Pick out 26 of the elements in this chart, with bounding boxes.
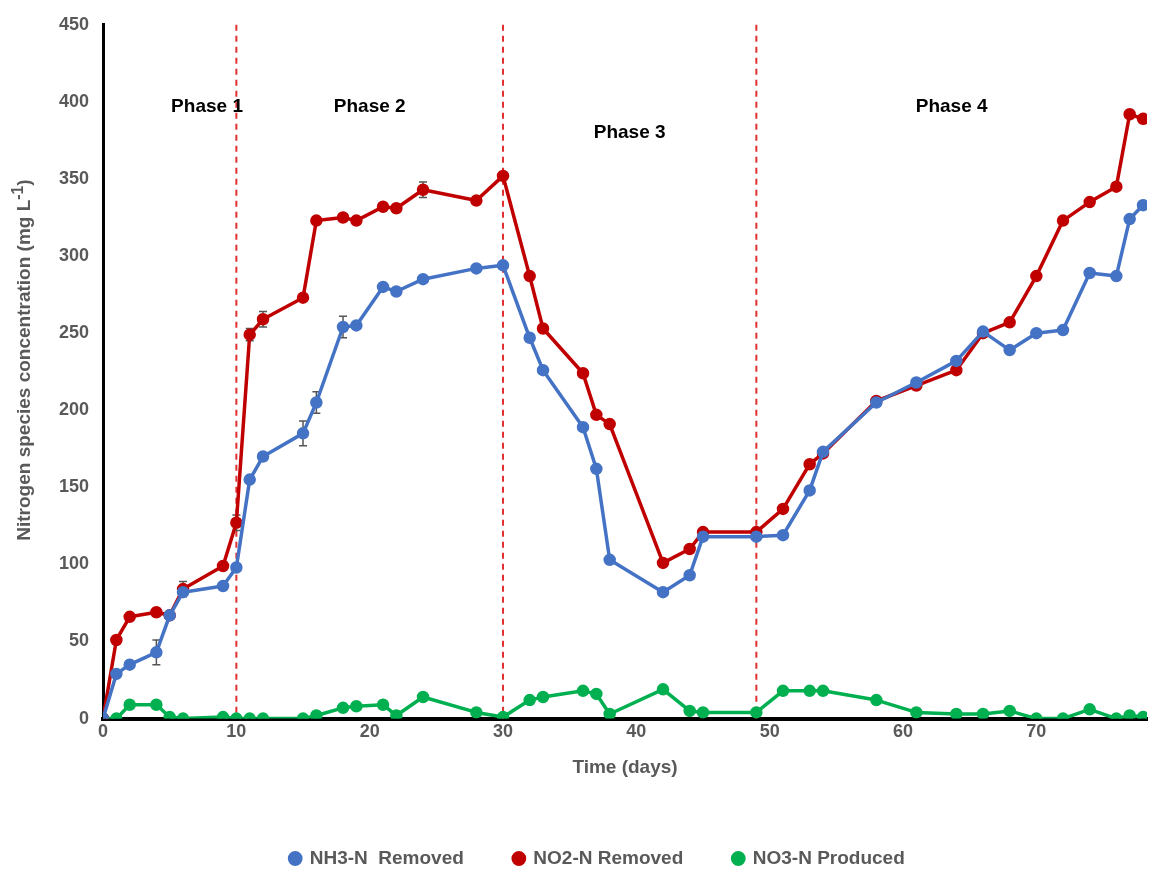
y-tick-label: 50 <box>69 630 90 651</box>
x-tick-label: 30 <box>493 721 514 742</box>
y-tick-label: 100 <box>58 553 90 574</box>
y-tick-label: 450 <box>58 13 90 34</box>
annotation: Phase 2 <box>333 95 406 117</box>
y-tick-label: 200 <box>58 399 90 420</box>
annotation: Phase 4 <box>915 95 989 117</box>
annotation: Phase 1 <box>171 95 244 117</box>
legend-label: NO3-N Produced <box>752 846 905 868</box>
x-tick-label: 10 <box>226 721 247 742</box>
y-tick-label: 150 <box>58 476 90 497</box>
y-tick-label: 250 <box>58 322 90 343</box>
x-tick-label: 40 <box>626 721 647 742</box>
y-tick-label: 350 <box>58 167 90 188</box>
x-tick-label: 60 <box>892 721 914 742</box>
x-tick-label: 0 <box>98 721 109 742</box>
x-tick-label: 20 <box>359 721 380 742</box>
legend-label: NO2-N Removed <box>533 846 684 868</box>
legend-label: NH3-N Removed <box>309 846 464 868</box>
y-tick-label: 400 <box>58 90 90 111</box>
y-tick-label: 0 <box>79 707 90 728</box>
y-tick-label: 300 <box>58 245 90 266</box>
x-tick-label: 50 <box>759 721 780 742</box>
x-axis-title: Time (days) <box>572 755 678 777</box>
annotation: Phase 3 <box>593 121 666 143</box>
x-tick-label: 70 <box>1026 721 1047 742</box>
